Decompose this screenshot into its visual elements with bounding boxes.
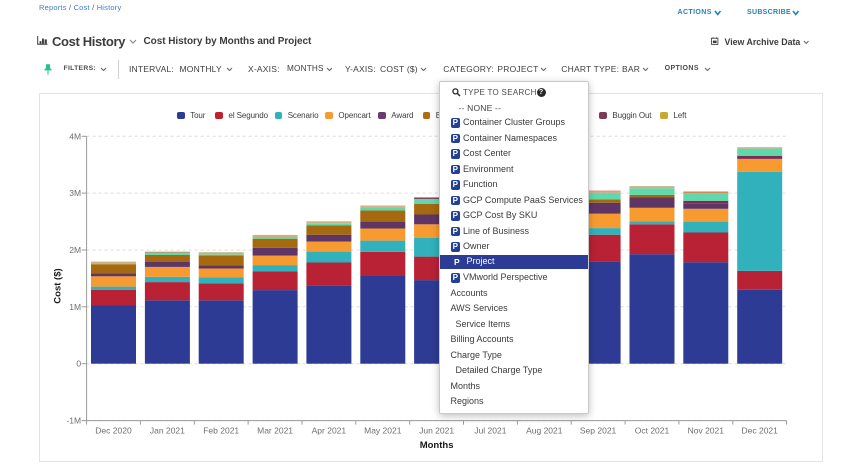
svg-text:2M: 2M xyxy=(69,245,81,255)
svg-text:Apr 2021: Apr 2021 xyxy=(312,426,347,436)
svg-text:Jul 2021: Jul 2021 xyxy=(474,426,506,436)
svg-text:Oct 2021: Oct 2021 xyxy=(635,426,670,436)
svg-text:Cost ($): Cost ($) xyxy=(53,268,64,303)
svg-text:Months: Months xyxy=(420,440,454,451)
svg-text:Jun 2021: Jun 2021 xyxy=(419,426,454,436)
svg-text:Jan 2021: Jan 2021 xyxy=(150,426,185,436)
svg-text:Feb 2021: Feb 2021 xyxy=(203,426,239,436)
svg-text:May 2021: May 2021 xyxy=(364,426,402,436)
svg-text:1M: 1M xyxy=(69,302,81,312)
svg-text:Dec 2021: Dec 2021 xyxy=(742,426,779,436)
svg-text:Sep 2021: Sep 2021 xyxy=(580,426,617,436)
svg-text:4M: 4M xyxy=(69,131,81,141)
svg-text:Dec 2020: Dec 2020 xyxy=(95,426,132,436)
svg-text:3M: 3M xyxy=(69,188,81,198)
svg-text:0: 0 xyxy=(76,359,81,369)
svg-text:Nov 2021: Nov 2021 xyxy=(688,426,725,436)
svg-text:Mar 2021: Mar 2021 xyxy=(257,426,293,436)
svg-text:Aug 2021: Aug 2021 xyxy=(526,426,563,436)
svg-text:-1M: -1M xyxy=(66,416,81,426)
